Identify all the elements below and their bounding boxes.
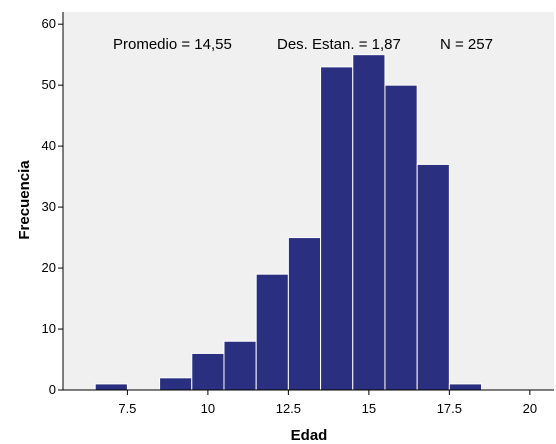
x-tick-label: 10 [201, 401, 215, 416]
histogram-bar [94, 383, 128, 391]
mean-annotation: Promedio = 14,55 [113, 36, 232, 53]
n-annotation: N = 257 [440, 36, 493, 53]
histogram-bar [320, 66, 354, 391]
std-annotation: Des. Estan. = 1,87 [277, 36, 401, 53]
x-tick-label: 12.5 [276, 401, 301, 416]
y-tick-label: 0 [49, 382, 56, 397]
y-axis: 0 10 20 30 40 50 60 [42, 16, 63, 397]
x-tick-label: 17.5 [437, 401, 462, 416]
x-tick-label: 15 [362, 401, 376, 416]
x-tick-label: 20 [523, 401, 537, 416]
histogram-bar [255, 273, 289, 391]
y-tick-label: 20 [42, 260, 56, 275]
bars-group [94, 54, 483, 391]
y-tick-label: 60 [42, 16, 56, 31]
x-tick-label: 7.5 [118, 401, 136, 416]
y-tick-label: 40 [42, 138, 56, 153]
histogram-bar [448, 383, 483, 391]
histogram-bar [352, 54, 386, 391]
histogram-bar [159, 377, 193, 391]
y-axis-title: Frecuencia [16, 160, 33, 240]
x-axis-title: Edad [291, 427, 328, 444]
histogram-bar [191, 352, 225, 391]
histogram-bar [223, 340, 257, 391]
y-tick-label: 50 [42, 77, 56, 92]
y-tick-label: 30 [42, 199, 56, 214]
histogram-bar [416, 163, 450, 391]
x-axis: 7.5 10 12.5 15 17.5 20 [118, 390, 537, 416]
y-tick-label: 10 [42, 321, 56, 336]
histogram-bar [384, 84, 418, 391]
histogram-bar [287, 237, 322, 391]
